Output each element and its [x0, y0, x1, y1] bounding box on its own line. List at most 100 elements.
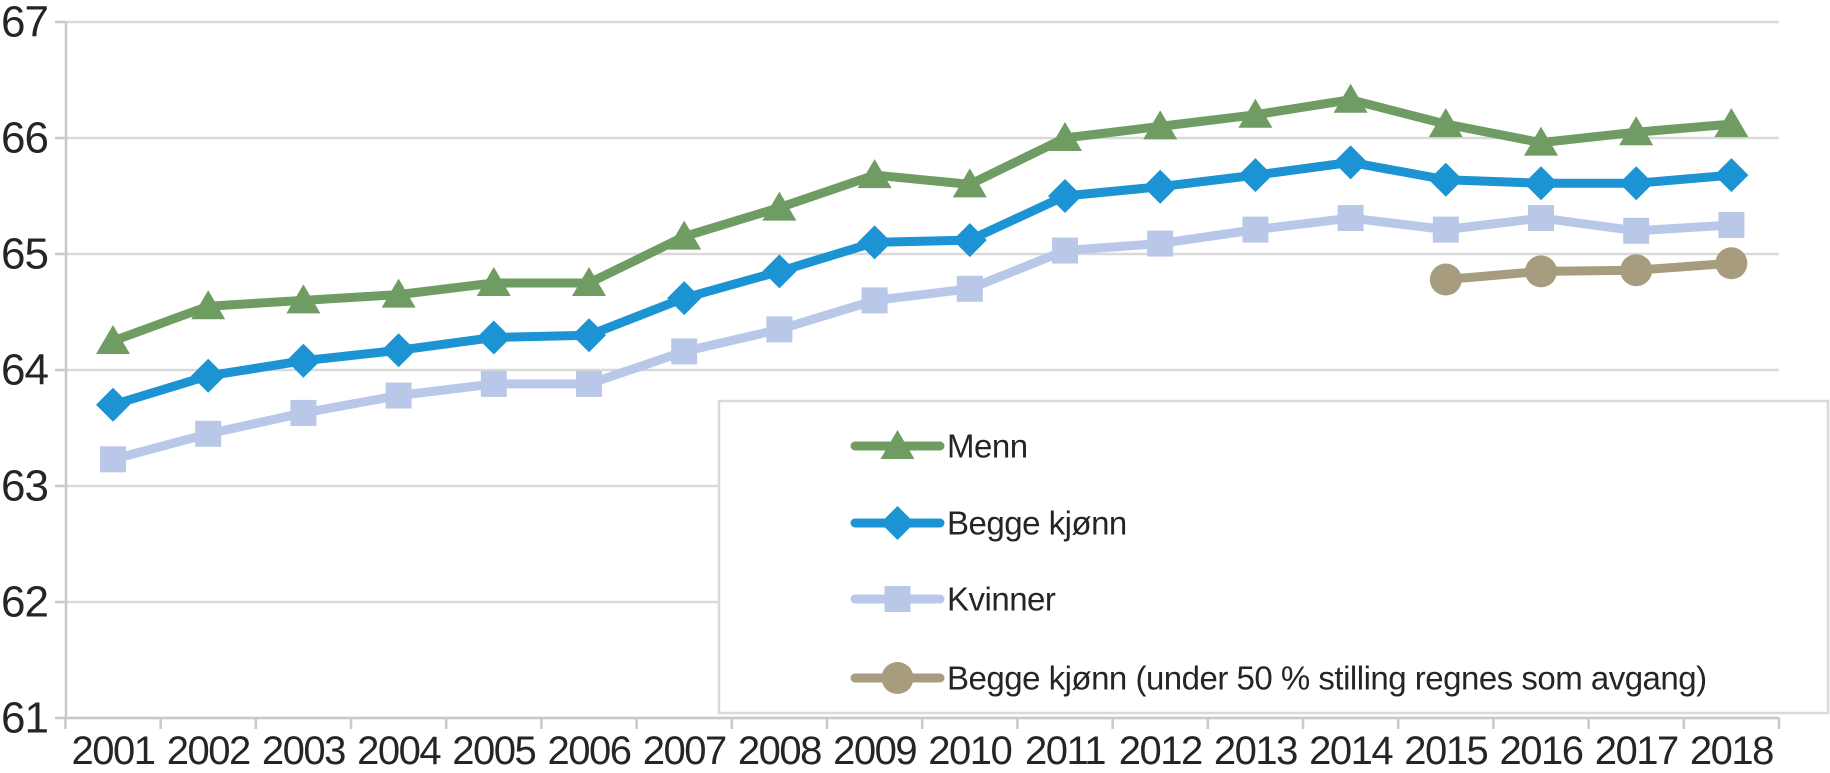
y-axis-label-67: 67 — [1, 0, 48, 47]
legend-marker-triangle — [880, 430, 915, 459]
x-axis-label-2006: 2006 — [548, 729, 631, 773]
data-point-kvinner — [100, 446, 126, 473]
data-point-begge-kj-nn — [952, 223, 987, 258]
x-axis-label-2016: 2016 — [1500, 729, 1583, 773]
data-point-menn — [1238, 98, 1273, 128]
legend-item-begge-kj-nn: Begge kjønn — [850, 505, 1127, 542]
data-point-kvinner — [766, 316, 793, 343]
data-point-menn — [286, 284, 321, 314]
data-point-menn — [1619, 116, 1654, 146]
data-point-begge-kj-nn — [667, 281, 702, 316]
x-axis-label-2012: 2012 — [1119, 729, 1202, 773]
data-point-kvinner — [385, 382, 412, 409]
data-point-kvinner — [576, 370, 602, 397]
legend-marker-circle — [881, 662, 914, 694]
x-axis-label-2001: 2001 — [72, 729, 155, 773]
legend-item-kvinner: Kvinner — [850, 581, 1056, 618]
data-point-begge-kj-nn — [191, 358, 226, 393]
data-point-kvinner — [1528, 205, 1554, 232]
data-point-begge-kj-nn — [1619, 166, 1654, 201]
x-axis-label-2011: 2011 — [1025, 729, 1105, 773]
x-axis-label-2015: 2015 — [1404, 729, 1487, 773]
x-axis-label-2009: 2009 — [833, 729, 916, 773]
series-kvinner — [100, 205, 1745, 473]
y-axis-label-61: 61 — [1, 694, 48, 743]
x-axis-label-2008: 2008 — [738, 729, 821, 773]
data-point-menn — [1333, 83, 1368, 113]
data-point-kvinner — [1623, 217, 1650, 244]
x-axis-label-2007: 2007 — [643, 729, 726, 773]
data-point-kvinner — [671, 338, 698, 365]
data-point-kvinner — [956, 275, 983, 302]
series-begge-kj-nn-under-50-stilling-regnes-som-avgang — [1429, 247, 1748, 296]
data-point-menn — [1048, 122, 1082, 151]
data-point-begge-kj-nn — [1143, 169, 1178, 204]
data-point-begge-kj-nn — [572, 318, 606, 353]
legend-marker-square — [884, 586, 911, 612]
x-axis-label-2014: 2014 — [1309, 729, 1393, 773]
data-point-menn — [1714, 108, 1749, 138]
data-point-menn — [1524, 126, 1558, 156]
data-point-menn — [1143, 110, 1178, 140]
data-point-kvinner — [861, 287, 888, 314]
data-point-begge-kj-nn — [1714, 158, 1749, 193]
x-axis-label-2003: 2003 — [262, 729, 345, 773]
legend-item-menn: Menn — [850, 428, 1028, 465]
y-axis-label-63: 63 — [1, 462, 48, 511]
data-point-kvinner — [1147, 230, 1174, 257]
data-point-begge-kj-nn-under-50-stilling-regnes-som-avgang — [1429, 263, 1462, 296]
data-point-menn — [381, 278, 416, 308]
y-axis-label-66: 66 — [1, 114, 48, 163]
data-point-begge-kj-nn — [857, 225, 892, 260]
data-point-menn — [952, 168, 987, 198]
legend-label-begge-kj-nn-under-50-stilling-regnes-som-avgang: Begge kjønn (under 50 % stilling regnes … — [947, 660, 1707, 697]
data-point-begge-kj-nn — [1048, 179, 1082, 213]
data-point-kvinner — [195, 420, 222, 447]
data-point-begge-kj-nn — [762, 254, 797, 289]
data-point-kvinner — [1242, 216, 1269, 243]
series-line-begge-kj-nn — [108, 157, 1736, 410]
data-point-menn — [96, 325, 130, 354]
data-point-begge-kj-nn — [1524, 166, 1558, 201]
y-axis-label-64: 64 — [1, 346, 48, 395]
data-point-begge-kj-nn — [96, 387, 130, 422]
data-point-menn — [667, 220, 702, 250]
data-point-begge-kj-nn — [381, 333, 416, 368]
data-point-menn — [1428, 108, 1463, 138]
data-point-kvinner — [1052, 237, 1078, 264]
data-point-menn — [572, 267, 606, 296]
x-axis-label-2013: 2013 — [1214, 729, 1297, 773]
series-line-begge-kj-nn-under-50-stilling-regnes-som-avgang — [1441, 258, 1736, 285]
data-point-kvinner — [1337, 205, 1364, 232]
x-axis-label-2018: 2018 — [1690, 729, 1773, 773]
data-point-begge-kj-nn — [286, 343, 321, 378]
legend: Menn Begge kjønn Kvinner Begge kjønn (under… — [717, 399, 1830, 715]
data-point-kvinner — [1432, 216, 1459, 243]
data-point-begge-kj-nn-under-50-stilling-regnes-som-avgang — [1715, 247, 1748, 280]
x-axis: 2001 2002 2003 2004 2005 2006 2007 2008 2009 2010… — [64, 716, 1781, 773]
legend-label-kvinner: Kvinner — [947, 581, 1056, 618]
series-line-menn — [108, 95, 1736, 346]
x-axis-label-2005: 2005 — [452, 729, 535, 773]
series-menn — [96, 83, 1749, 354]
data-point-begge-kj-nn — [1428, 162, 1463, 197]
data-point-kvinner — [480, 370, 507, 397]
x-axis-label-2004: 2004 — [357, 729, 441, 773]
data-point-begge-kj-nn — [1238, 158, 1273, 193]
legend-label-menn: Menn — [947, 428, 1028, 465]
data-point-menn — [476, 267, 511, 296]
series-begge-kj-nn — [96, 145, 1749, 422]
data-point-begge-kj-nn — [1333, 145, 1368, 180]
legend-label-begge-kj-nn: Begge kjønn — [947, 505, 1127, 542]
data-point-begge-kj-nn-under-50-stilling-regnes-som-avgang — [1620, 254, 1653, 287]
y-axis-label-62: 62 — [1, 578, 48, 627]
legend-item-begge-kj-nn-under-50-stilling-regnes-som-avgang: Begge kjønn (under 50 % stilling regnes … — [850, 660, 1707, 697]
data-point-menn — [762, 191, 797, 221]
legend-marker-diamond — [880, 506, 915, 540]
data-point-kvinner — [1718, 212, 1745, 238]
data-point-menn — [857, 159, 892, 189]
y-axis-label-65: 65 — [1, 230, 48, 279]
data-point-kvinner — [290, 399, 317, 426]
